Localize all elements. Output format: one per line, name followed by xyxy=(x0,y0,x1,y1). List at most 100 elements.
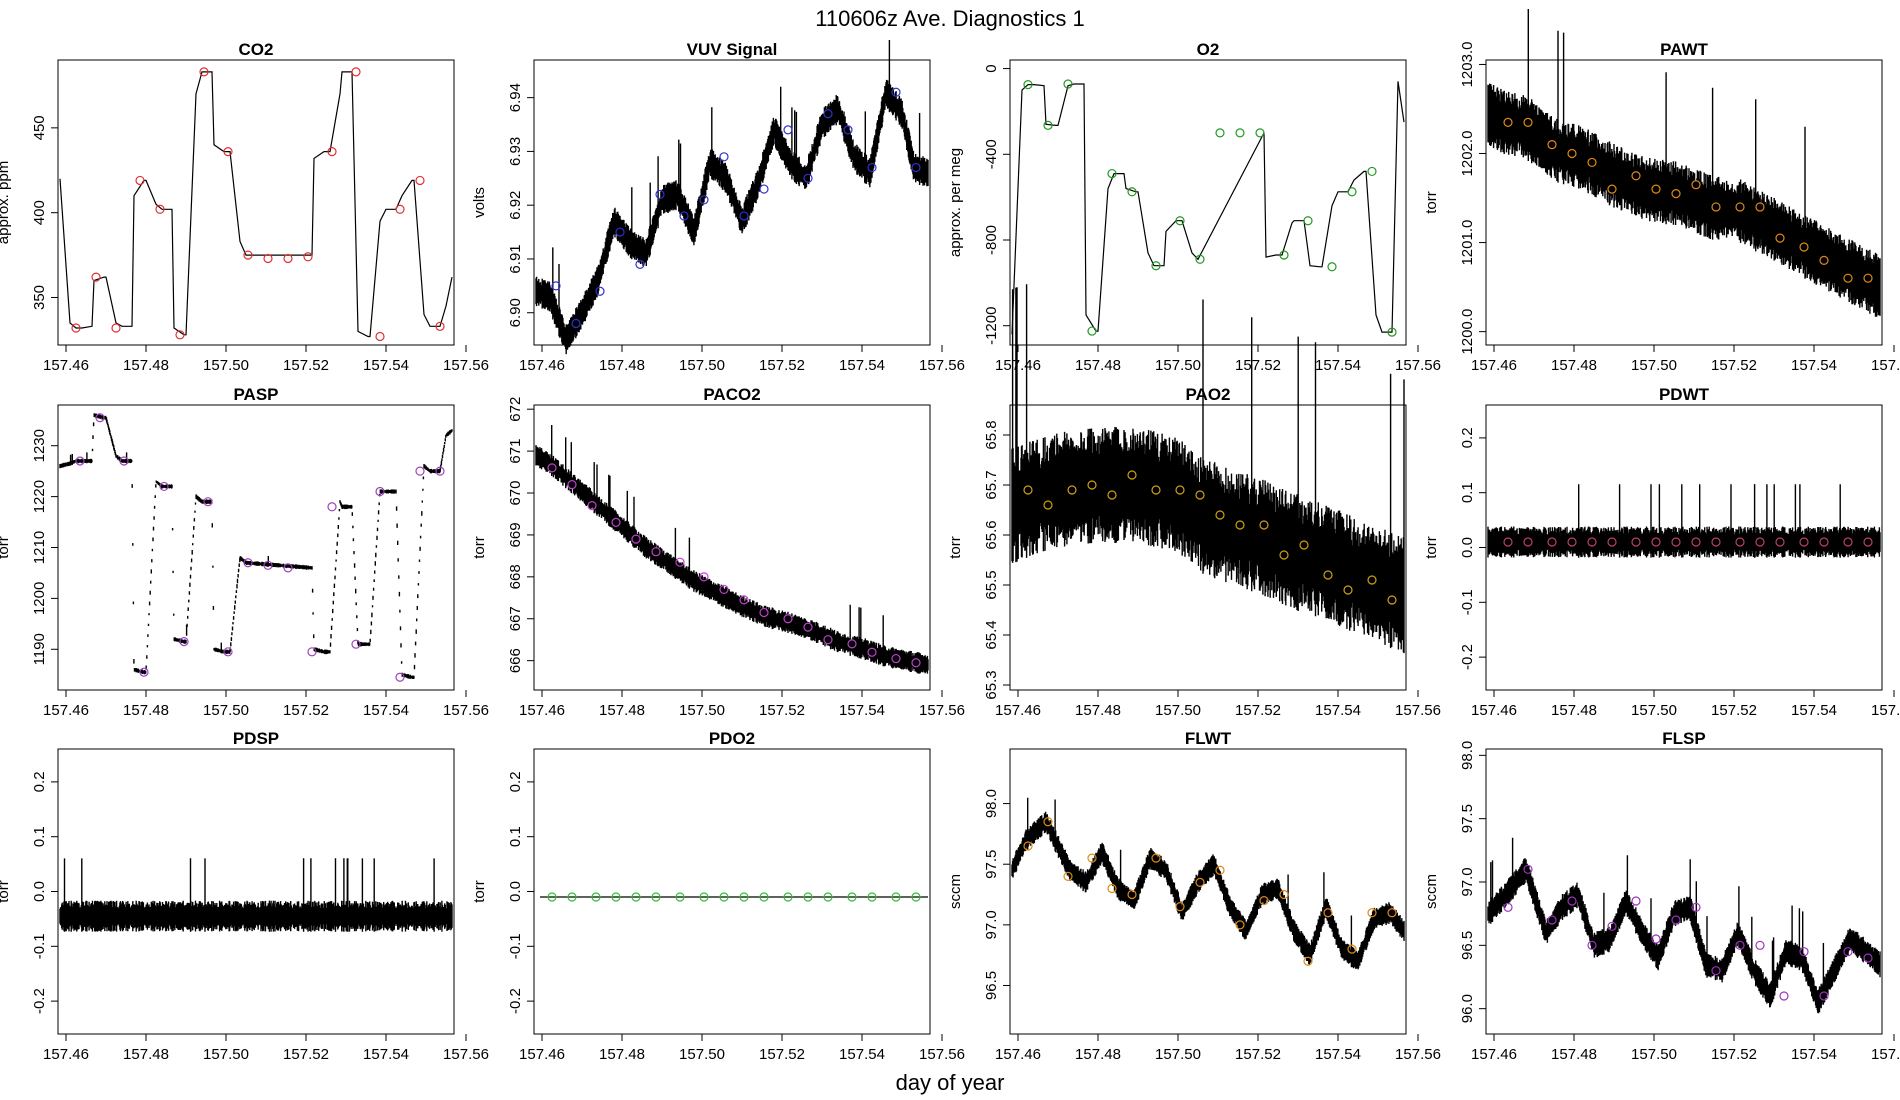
data-point xyxy=(1215,865,1225,875)
y-tick-label: 670 xyxy=(507,480,524,505)
data-point xyxy=(1043,817,1053,827)
x-tick-label: 157.56 xyxy=(919,1046,965,1063)
data-point xyxy=(571,318,581,329)
data-point xyxy=(551,281,561,291)
y-tick-label: 0.0 xyxy=(1459,537,1476,558)
panel-pawt: PAWT torr 157.46 157.48 157.50 157.52 157.54 15… xyxy=(1423,9,1900,374)
data-point xyxy=(375,331,385,342)
x-tick-label: 157.56 xyxy=(443,357,489,374)
plot-frame xyxy=(533,59,931,346)
y-tick-label: 671 xyxy=(507,439,524,464)
x-tick-label: 157.56 xyxy=(1395,357,1441,374)
data-point xyxy=(1607,537,1617,547)
x-tick-label: 157.56 xyxy=(1395,702,1441,719)
panel-title: PACO2 xyxy=(703,385,760,404)
panel-pdwt: PDWT torr 157.46 157.48 157.50 157.52 157.54 15… xyxy=(1423,385,1900,719)
y-tick-label: -0.2 xyxy=(507,988,524,1014)
data-point xyxy=(1587,157,1597,168)
data-point xyxy=(327,147,337,157)
data-point xyxy=(1127,187,1137,197)
y-axis-label: sccm xyxy=(947,874,964,909)
panels: CO2 approx. ppm 157.46 157.48 157.50 157.52 15… xyxy=(0,9,1900,1063)
data-point xyxy=(651,547,661,557)
data-point xyxy=(1547,537,1557,547)
data-point xyxy=(547,892,557,902)
data-point xyxy=(635,259,645,269)
data-point xyxy=(1547,915,1557,925)
data-point xyxy=(1195,877,1205,888)
x-tick-label: 157.52 xyxy=(1711,357,1757,374)
panel-title: PDO2 xyxy=(709,729,755,748)
y-tick-label: 0.2 xyxy=(507,771,524,792)
x-tick-label: 157.48 xyxy=(599,357,645,374)
data-point xyxy=(1279,250,1289,260)
series-line xyxy=(1011,81,1405,335)
series-line xyxy=(59,71,453,338)
data-point xyxy=(1347,187,1357,197)
data-point xyxy=(675,557,685,567)
data-point xyxy=(351,639,361,649)
y-tick-label: 450 xyxy=(31,115,48,140)
y-tick-label: 6.90 xyxy=(507,298,524,327)
panel-o2: O2 approx. per meg 157.46 157.48 157.50 157.5… xyxy=(947,40,1441,374)
y-tick-label: 668 xyxy=(507,564,524,589)
data-point xyxy=(1235,520,1245,530)
x-tick-label: 157.48 xyxy=(1075,357,1121,374)
data-point xyxy=(783,614,793,624)
series-line xyxy=(1487,9,1881,317)
data-point xyxy=(891,653,901,664)
data-point xyxy=(1195,490,1205,500)
data-point xyxy=(1567,896,1577,906)
data-point xyxy=(1043,120,1053,130)
y-axis-label: torr xyxy=(1423,536,1440,559)
x-tick-label: 157.56 xyxy=(1871,1046,1900,1063)
data-point xyxy=(435,466,445,476)
data-point xyxy=(1691,902,1701,912)
y-tick-label: 1203.0 xyxy=(1459,42,1476,88)
data-point xyxy=(1367,908,1377,918)
x-tick-label: 157.46 xyxy=(995,357,1041,374)
data-point xyxy=(1107,490,1117,500)
data-point xyxy=(631,892,641,902)
data-point xyxy=(1755,202,1765,212)
y-tick-label: 65.6 xyxy=(983,520,1000,549)
data-point xyxy=(847,639,857,649)
data-point xyxy=(803,892,813,902)
data-point xyxy=(1063,871,1073,881)
data-point xyxy=(759,892,769,902)
plot-frame xyxy=(57,404,455,691)
data-point xyxy=(911,658,921,668)
plot-frame xyxy=(57,748,455,1035)
y-axis-label: approx. per meg xyxy=(947,148,964,257)
data-point xyxy=(351,67,361,77)
y-tick-label: 96.5 xyxy=(1459,931,1476,960)
y-axis-label: torr xyxy=(471,880,488,903)
data-point xyxy=(1567,537,1577,547)
x-tick-label: 157.48 xyxy=(123,702,169,719)
data-point xyxy=(1235,128,1245,138)
x-tick-label: 157.56 xyxy=(919,357,965,374)
x-tick-label: 157.54 xyxy=(363,702,409,719)
plot-frame xyxy=(1009,59,1407,346)
data-point xyxy=(1631,537,1641,547)
x-tick-label: 157.50 xyxy=(679,702,725,719)
data-point xyxy=(1235,920,1245,930)
data-point xyxy=(283,563,293,573)
x-tick-label: 157.46 xyxy=(43,357,89,374)
panel-title: CO2 xyxy=(239,40,274,59)
data-point xyxy=(803,173,813,183)
y-tick-label: 666 xyxy=(507,648,524,673)
data-point xyxy=(1151,485,1161,495)
panel-title: PDSP xyxy=(233,729,279,748)
x-tick-label: 157.50 xyxy=(1631,702,1677,719)
data-point xyxy=(327,502,337,512)
data-point xyxy=(783,125,793,135)
x-tick-label: 157.54 xyxy=(839,357,885,374)
data-point xyxy=(891,87,901,97)
y-tick-label: 400 xyxy=(31,200,48,225)
plot-frame xyxy=(533,404,931,691)
data-point xyxy=(759,184,769,194)
series-line xyxy=(1487,484,1881,558)
data-point xyxy=(1087,326,1097,336)
y-axis-label: torr xyxy=(947,536,964,559)
